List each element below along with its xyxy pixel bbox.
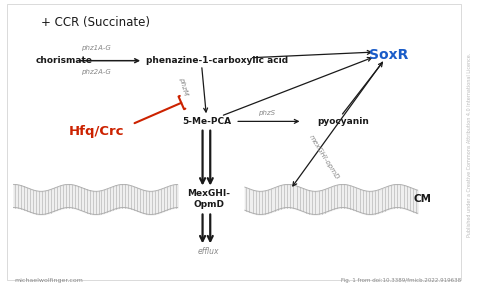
Text: SoxR: SoxR — [369, 48, 408, 62]
Text: michaelwolfinger.com: michaelwolfinger.com — [14, 278, 83, 283]
Text: MexGHI-
OpmD: MexGHI- OpmD — [187, 189, 230, 210]
Text: phzS: phzS — [258, 110, 275, 116]
Text: Published under a Creative Commons Attribution 4.0 International Licence.: Published under a Creative Commons Attri… — [467, 52, 472, 237]
Text: efflux: efflux — [198, 247, 219, 256]
Text: pyocyanin: pyocyanin — [317, 117, 369, 126]
Text: mexGHI-opmD: mexGHI-opmD — [308, 134, 340, 181]
Text: Hfq/Crc: Hfq/Crc — [68, 125, 124, 138]
Text: 5-Me-PCA: 5-Me-PCA — [182, 117, 231, 126]
Text: CM: CM — [413, 194, 432, 204]
Text: phzM: phzM — [178, 77, 188, 97]
Text: + CCR (Succinate): + CCR (Succinate) — [41, 16, 150, 29]
FancyBboxPatch shape — [7, 4, 461, 280]
Text: phz2A-G: phz2A-G — [81, 69, 111, 75]
Text: phz1A-G: phz1A-G — [81, 45, 111, 51]
Text: phenazine-1-carboxylic acid: phenazine-1-carboxylic acid — [146, 56, 288, 65]
Text: chorismate: chorismate — [36, 56, 93, 65]
Text: Fig. 1 from doi:10.3389/fmicb.2022.919638: Fig. 1 from doi:10.3389/fmicb.2022.91963… — [341, 278, 461, 283]
